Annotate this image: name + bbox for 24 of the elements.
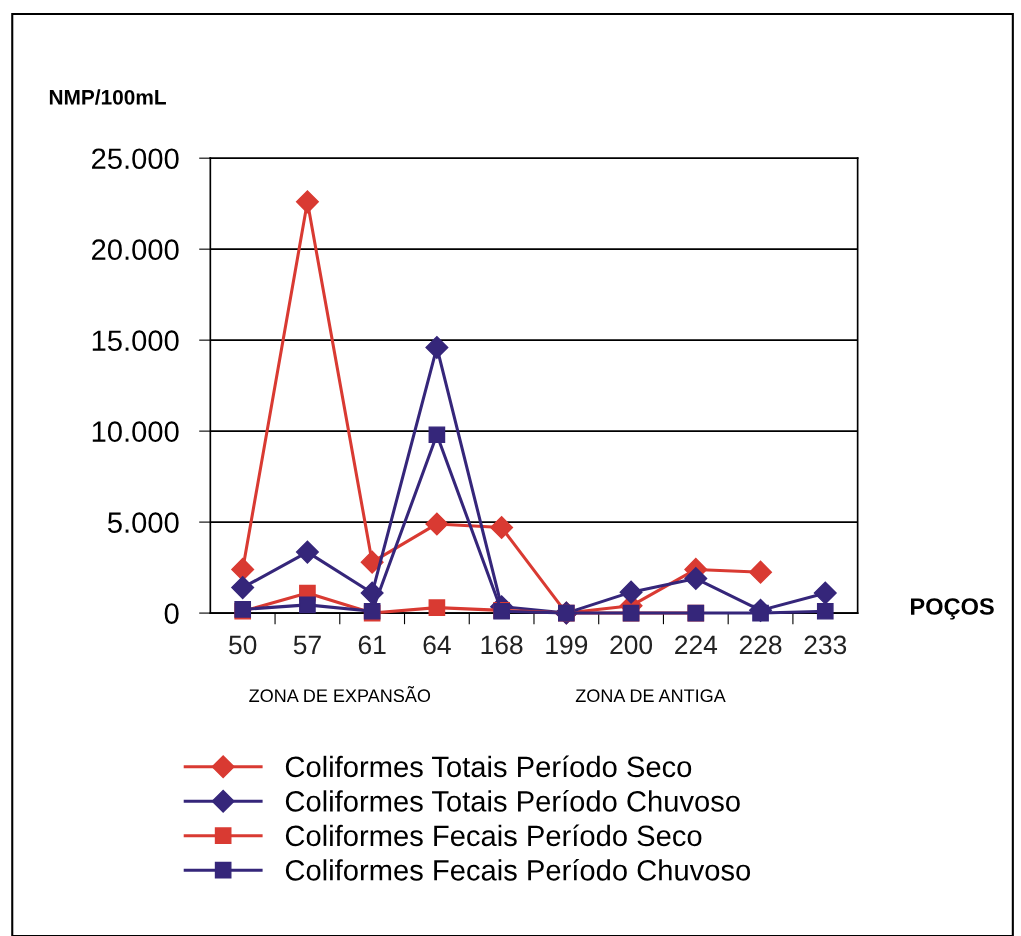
x-tick-label: 61 [358, 635, 386, 655]
x-tick-label: 233 [804, 635, 847, 655]
x-tick-label: 50 [229, 635, 257, 655]
x-tick-label: 224 [675, 635, 718, 655]
x-tick-label: 199 [546, 635, 588, 655]
legend-label: Coliformes Totais Período Seco [285, 755, 692, 778]
x-tick-label: 200 [610, 635, 653, 655]
x-tick-label: 64 [423, 635, 451, 655]
x-axis-title: POÇOS [911, 598, 994, 620]
legend-label: Coliformes Totais Período Chuvoso [285, 789, 740, 812]
legend-label: Coliformes Fecais Período Seco [285, 824, 702, 847]
y-tick-label: 15.000 [92, 330, 179, 351]
legend-label: Coliformes Fecais Período Chuvoso [285, 858, 751, 881]
y-tick-label: 10.000 [92, 421, 179, 442]
x-tick-label: 168 [481, 635, 523, 655]
x-tick-label: 228 [739, 635, 782, 655]
text: ZONA DE EXPANSÃO [249, 686, 431, 703]
y-axis-title: NMP/100mL [49, 89, 166, 105]
x-tick-label: 57 [293, 635, 321, 655]
y-tick-label: 0 [164, 603, 179, 624]
y-tick-label: 20.000 [92, 239, 179, 261]
y-tick-label: 5.000 [107, 512, 179, 533]
y-tick-label: 25.000 [92, 148, 179, 170]
text: ZONA DE ANTIGA [575, 689, 726, 703]
